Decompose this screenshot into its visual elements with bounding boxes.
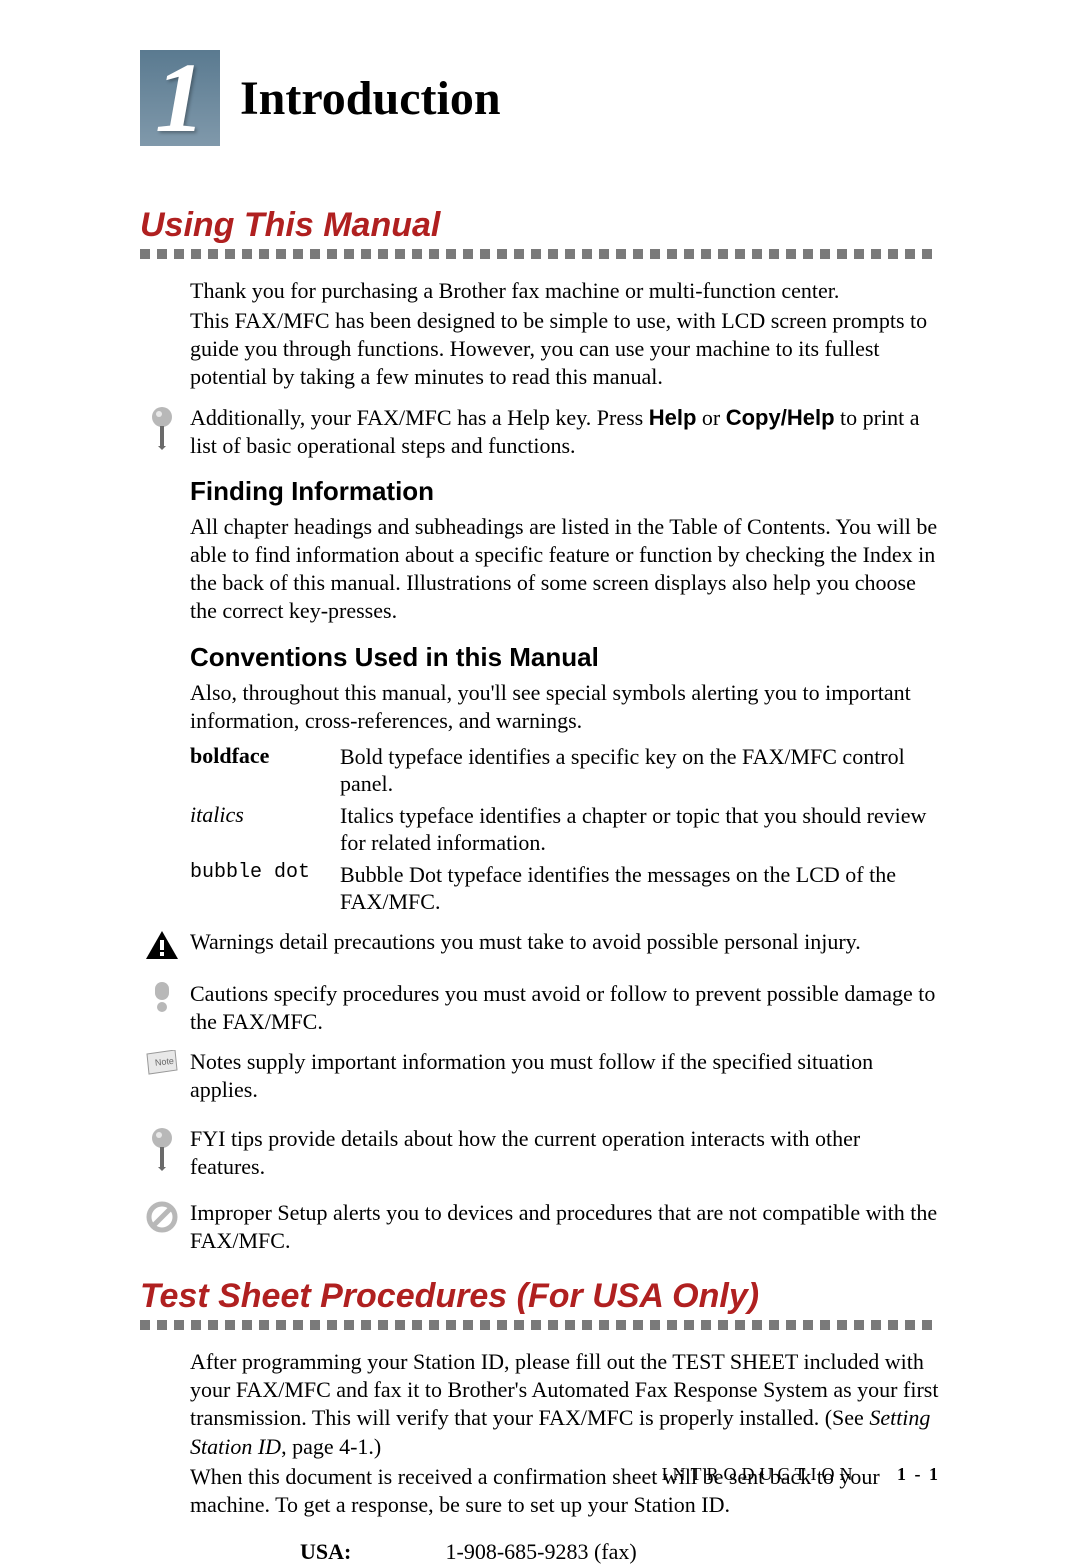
term-bubble: bubble dot: [190, 861, 340, 916]
intro-paragraph: Thank you for purchasing a Brother fax m…: [190, 277, 940, 392]
caution-callout: Cautions specify procedures you must avo…: [140, 980, 940, 1036]
test-sheet-p1: After programming your Station ID, pleas…: [190, 1348, 940, 1461]
warning-text: Warnings detail precautions you must tak…: [190, 928, 940, 956]
footer-page: 1 - 1: [897, 1464, 940, 1484]
desc-italics: Italics typeface identifies a chapter or…: [340, 802, 940, 857]
caution-icon: [140, 980, 184, 1012]
chapter-number-badge: 1: [140, 50, 220, 146]
intro-line-1: Thank you for purchasing a Brother fax m…: [190, 277, 940, 305]
table-row: italics Italics typeface identifies a ch…: [190, 802, 940, 857]
page-footer: INTRODUCTION 1 - 1: [662, 1464, 940, 1485]
improper-text: Improper Setup alerts you to devices and…: [190, 1199, 940, 1255]
chapter-header: 1 Introduction: [140, 50, 940, 146]
fyi-icon: [140, 1125, 184, 1171]
fyi-text-2: FYI tips provide details about how the c…: [190, 1125, 940, 1181]
conventions-table: boldface Bold typeface identifies a spec…: [190, 743, 940, 916]
prohibit-icon: [140, 1199, 184, 1233]
chapter-title: Introduction: [240, 71, 501, 126]
section-heading-using-manual: Using This Manual: [140, 206, 940, 245]
term-italics: italics: [190, 802, 340, 857]
chapter-number: 1: [155, 48, 205, 148]
finding-info-text: All chapter headings and subheadings are…: [190, 513, 940, 626]
desc-boldface: Bold typeface identifies a specific key …: [340, 743, 940, 798]
footer-text: INTRODUCTION: [662, 1464, 858, 1484]
fyi-text-1: Additionally, your FAX/MFC has a Help ke…: [190, 404, 940, 460]
table-row: boldface Bold typeface identifies a spec…: [190, 743, 940, 798]
subheading-conventions: Conventions Used in this Manual: [190, 642, 940, 673]
caution-text: Cautions specify procedures you must avo…: [190, 980, 940, 1036]
section-rule-1: [140, 249, 940, 259]
note-callout: Note Notes supply important information …: [140, 1048, 940, 1104]
fyi-icon: [140, 404, 184, 450]
phone-number: 1-908-685-9283 (fax): [446, 1539, 637, 1564]
subheading-finding-info: Finding Information: [190, 476, 940, 507]
note-icon: Note: [140, 1048, 184, 1076]
warning-icon: [140, 928, 184, 960]
section-rule-2: [140, 1320, 940, 1330]
desc-bubble: Bubble Dot typeface identifies the messa…: [340, 861, 940, 916]
intro-line-2: This FAX/MFC has been designed to be sim…: [190, 307, 940, 391]
phone-label: USA:: [300, 1539, 440, 1565]
note-text: Notes supply important information you m…: [190, 1048, 940, 1104]
term-boldface: boldface: [190, 743, 340, 798]
table-row: bubble dot Bubble Dot typeface identifie…: [190, 861, 940, 916]
improper-callout: Improper Setup alerts you to devices and…: [140, 1199, 940, 1255]
conventions-intro: Also, throughout this manual, you'll see…: [190, 679, 940, 735]
section-heading-test-sheet: Test Sheet Procedures (For USA Only): [140, 1277, 940, 1316]
fyi-callout-1: Additionally, your FAX/MFC has a Help ke…: [140, 404, 940, 460]
warning-callout: Warnings detail precautions you must tak…: [140, 928, 940, 960]
svg-text:Note: Note: [154, 1056, 174, 1068]
fyi-callout-2: FYI tips provide details about how the c…: [140, 1125, 940, 1181]
phone-block: USA: 1-908-685-9283 (fax): [300, 1539, 940, 1565]
